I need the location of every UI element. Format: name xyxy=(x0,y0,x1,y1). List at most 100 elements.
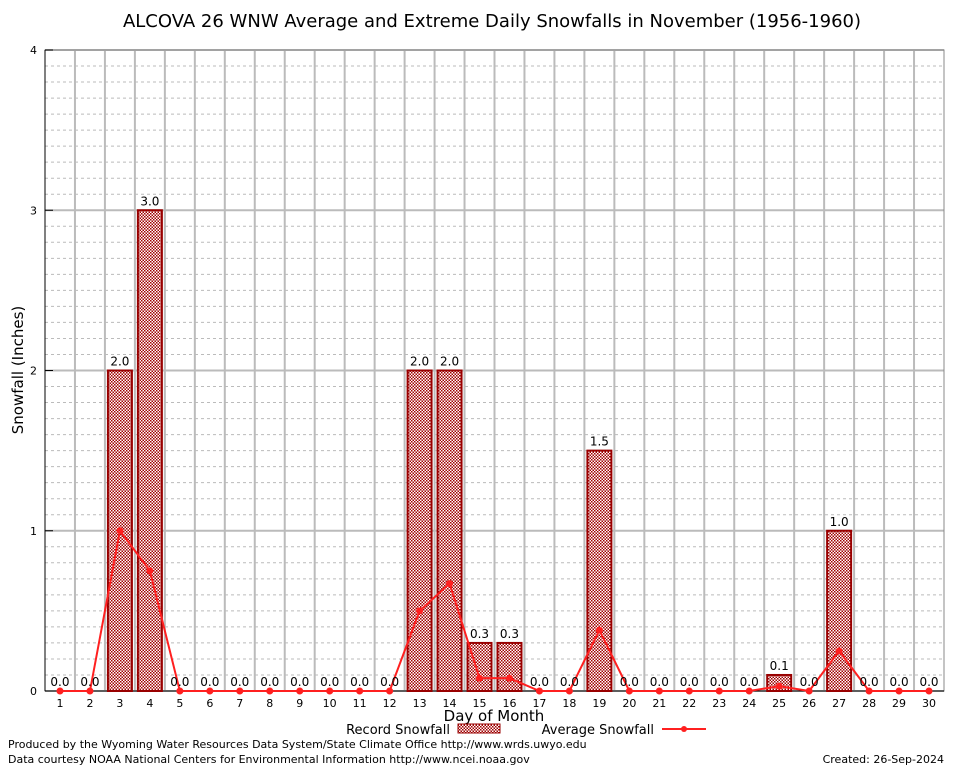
bar-value-label: 0.0 xyxy=(800,675,819,689)
x-tick-label: 23 xyxy=(712,697,726,710)
x-tick-label: 9 xyxy=(296,697,303,710)
average-point xyxy=(535,687,543,695)
x-tick-label: 8 xyxy=(266,697,273,710)
average-point xyxy=(176,687,184,695)
x-tick-label: 3 xyxy=(116,697,123,710)
bar-value-label: 0.0 xyxy=(170,675,189,689)
bar-value-label: 0.1 xyxy=(770,659,789,673)
bar-value-label: 0.0 xyxy=(50,675,69,689)
x-axis-label: Day of Month xyxy=(444,707,545,725)
bar-value-label: 0.0 xyxy=(860,675,879,689)
average-point xyxy=(446,580,454,588)
x-tick-label: 12 xyxy=(383,697,397,710)
x-tick-label: 19 xyxy=(592,697,606,710)
average-point xyxy=(476,674,484,682)
x-tick-label: 10 xyxy=(323,697,337,710)
x-tick-label: 27 xyxy=(832,697,846,710)
bar-value-label: 1.0 xyxy=(830,515,849,529)
average-point xyxy=(56,687,64,695)
x-tick-label: 14 xyxy=(443,697,457,710)
bar-value-label: 3.0 xyxy=(140,194,159,208)
bar-value-label: 0.0 xyxy=(650,675,669,689)
average-point xyxy=(685,687,693,695)
bar-value-label: 0.0 xyxy=(230,675,249,689)
bar-value-label: 2.0 xyxy=(440,355,459,369)
x-tick-label: 7 xyxy=(236,697,243,710)
footer-created: Created: 26-Sep-2024 xyxy=(823,753,944,766)
x-tick-label: 17 xyxy=(532,697,546,710)
y-tick-label: 3 xyxy=(30,204,37,217)
y-axis-label: Snowfall (Inches) xyxy=(9,306,27,434)
average-point xyxy=(715,687,723,695)
legend-average-label: Average Snowfall xyxy=(542,723,654,738)
average-point xyxy=(86,687,94,695)
legend-record-label: Record Snowfall xyxy=(346,723,450,738)
record-bar xyxy=(436,369,463,692)
legend-record-swatch xyxy=(457,723,501,734)
x-tick-label: 29 xyxy=(892,697,906,710)
average-point xyxy=(865,687,873,695)
average-point xyxy=(805,687,813,695)
average-line xyxy=(59,528,930,693)
x-tick-label: 2 xyxy=(86,697,93,710)
average-point xyxy=(296,687,304,695)
x-tick-label: 15 xyxy=(473,697,487,710)
legend: Record Snowfall Average Snowfall xyxy=(346,723,706,738)
average-point xyxy=(236,687,244,695)
x-tick-label: 6 xyxy=(206,697,213,710)
bar-value-label: 2.0 xyxy=(410,355,429,369)
average-point xyxy=(386,687,394,695)
average-point xyxy=(895,687,903,695)
average-point xyxy=(206,687,214,695)
average-point xyxy=(775,682,783,690)
average-point xyxy=(505,674,513,682)
y-tick-label: 4 xyxy=(30,44,37,57)
average-point xyxy=(595,626,603,634)
average-point xyxy=(925,687,933,695)
bar-value-label: 0.0 xyxy=(380,675,399,689)
y-tick-label: 1 xyxy=(30,525,37,538)
average-point xyxy=(146,567,154,575)
bar-value-label: 0.0 xyxy=(890,675,909,689)
bar-value-label: 1.5 xyxy=(590,435,609,449)
average-point xyxy=(745,687,753,695)
bar-value-label: 0.0 xyxy=(680,675,699,689)
average-point xyxy=(835,647,843,655)
bar-value-label: 0.0 xyxy=(710,675,729,689)
bar-value-label: 0.3 xyxy=(500,627,519,641)
legend-average-marker xyxy=(681,726,687,732)
record-bar xyxy=(406,369,433,692)
x-tick-label: 28 xyxy=(862,697,876,710)
x-tick-label: 26 xyxy=(802,697,816,710)
x-tick-label: 18 xyxy=(562,697,576,710)
x-tick-label: 4 xyxy=(146,697,153,710)
y-tick-label: 2 xyxy=(30,365,37,378)
record-bar xyxy=(826,529,853,692)
x-tick-label: 20 xyxy=(622,697,636,710)
bar-value-label: 0.0 xyxy=(919,675,938,689)
average-point xyxy=(266,687,274,695)
bar-value-label: 2.0 xyxy=(110,355,129,369)
average-point xyxy=(416,607,424,615)
bar-value-label: 0.0 xyxy=(320,675,339,689)
record-bar xyxy=(586,449,613,692)
average-point xyxy=(116,527,124,535)
bar-value-label: 0.0 xyxy=(530,675,549,689)
average-point xyxy=(655,687,663,695)
x-tick-label: 30 xyxy=(922,697,936,710)
x-tick-label: 1 xyxy=(56,697,63,710)
record-bar xyxy=(466,641,493,692)
bar-value-label: 0.0 xyxy=(560,675,579,689)
bar-value-label: 0.0 xyxy=(740,675,759,689)
record-bar xyxy=(496,641,523,692)
footer-courtesy: Data courtesy NOAA National Centers for … xyxy=(8,753,530,766)
x-tick-label: 16 xyxy=(502,697,516,710)
record-bar xyxy=(136,209,163,692)
bar-value-label: 0.0 xyxy=(290,675,309,689)
x-tick-label: 25 xyxy=(772,697,786,710)
x-tick-label: 13 xyxy=(413,697,427,710)
footer-produced: Produced by the Wyoming Water Resources … xyxy=(8,738,587,751)
chart-title: ALCOVA 26 WNW Average and Extreme Daily … xyxy=(123,11,861,32)
y-tick-label: 0 xyxy=(30,685,37,698)
